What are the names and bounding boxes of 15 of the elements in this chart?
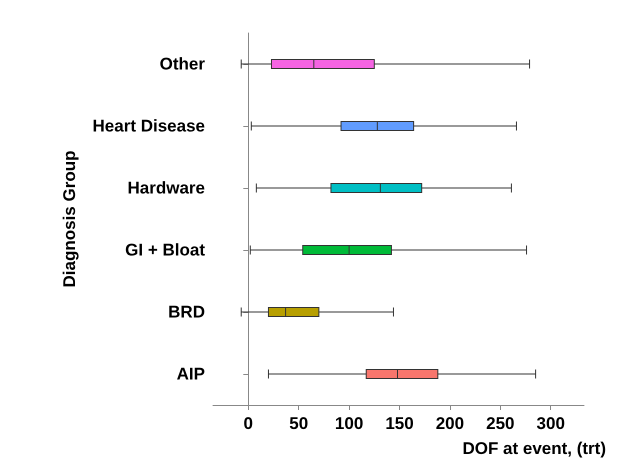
y-tick-label: Hardware <box>128 178 205 198</box>
y-tick-label: Other <box>160 54 206 74</box>
x-tick-label: 300 <box>536 414 565 433</box>
y-tick-label: AIP <box>176 364 205 384</box>
x-tick-label: 50 <box>289 414 308 433</box>
x-tick-label: 250 <box>486 414 515 433</box>
x-axis-title: DOF at event, (trt) <box>462 439 606 458</box>
y-tick-label: BRD <box>168 302 205 322</box>
x-tick-label: 0 <box>244 414 254 433</box>
y-tick-label: Heart Disease <box>92 116 205 136</box>
y-tick-label: GI + Bloat <box>125 240 206 260</box>
x-tick-label: 150 <box>385 414 414 433</box>
x-tick-label: 200 <box>436 414 464 433</box>
y-axis-title: Diagnosis Group <box>60 150 79 288</box>
x-tick-label: 100 <box>334 414 364 433</box>
